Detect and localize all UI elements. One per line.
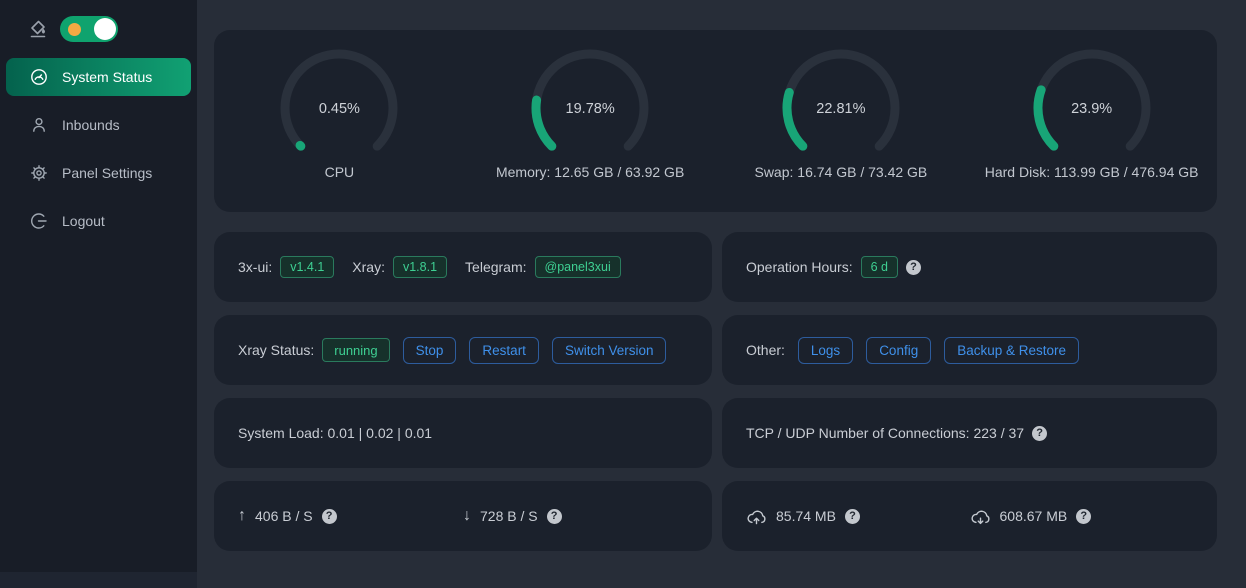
restart-button[interactable]: Restart — [469, 336, 539, 364]
sidebar: System Status Inbounds Panel Settings — [0, 0, 197, 588]
sidebar-collapse-trigger[interactable] — [0, 572, 197, 588]
telegram-label: Telegram: — [465, 259, 527, 275]
gauge-label: CPU — [324, 164, 355, 180]
operation-hours-label: Operation Hours: — [746, 259, 853, 275]
backup-restore-button[interactable]: Backup & Restore — [944, 336, 1080, 364]
logout-icon — [30, 212, 48, 230]
gauge-swap: 22.81% Swap: 16.74 GB / 73.42 GB — [716, 48, 967, 212]
sun-icon — [68, 22, 81, 36]
gauge-hard-disk: 23.9% Hard Disk: 113.99 GB / 476.94 GB — [966, 48, 1217, 212]
total-sent-value: 85.74 MB — [776, 508, 836, 524]
gauge-percent: 0.45% — [318, 101, 360, 117]
telegram-handle-tag[interactable]: @panel3xui — [534, 256, 621, 278]
theme-fill-icon — [28, 19, 48, 39]
connections-text: TCP / UDP Number of Connections: 223 / 3… — [746, 425, 1025, 441]
system-load-card: System Load: 0.01 | 0.02 | 0.01 — [214, 398, 712, 468]
gauge-percent: 19.78% — [565, 101, 615, 117]
xray-version-tag: v1.8.1 — [392, 256, 448, 278]
gauge-label: Hard Disk: 113.99 GB / 476.94 GB — [984, 164, 1199, 180]
total-received-value: 608.67 MB — [999, 508, 1068, 524]
sidebar-header — [0, 0, 197, 58]
operation-hours-tag: 6 d — [860, 256, 898, 278]
total-sent: 85.74 MB ? — [746, 508, 970, 525]
cloud-upload-icon — [746, 508, 767, 525]
operation-hours-card: Operation Hours: 6 d ? — [722, 232, 1217, 302]
resource-gauges-card: 0.45% CPU 19.78% Memory: 12.65 GB / 63.9… — [214, 30, 1217, 212]
help-icon[interactable]: ? — [546, 508, 562, 524]
arrow-down-icon: ↓ — [463, 507, 471, 524]
total-received: 608.67 MB ? — [970, 508, 1194, 525]
download-speed: ↓ 728 B / S ? — [463, 507, 688, 525]
user-icon — [30, 116, 48, 134]
panel-version-tag: v1.4.1 — [280, 256, 335, 278]
traffic-totals-card: 85.74 MB ? 608.67 MB ? — [722, 481, 1217, 551]
dark-mode-toggle[interactable] — [60, 16, 118, 42]
gauge-percent: 22.81% — [816, 101, 866, 117]
panel-version-label: 3x-ui: — [238, 259, 273, 275]
sidebar-menu: System Status Inbounds Panel Settings — [0, 58, 197, 240]
help-icon[interactable]: ? — [906, 259, 921, 275]
download-speed-value: 728 B / S — [480, 508, 538, 524]
sidebar-item-label: System Status — [62, 69, 153, 85]
sidebar-item-label: Panel Settings — [62, 165, 153, 181]
xray-status-label: Xray Status: — [238, 342, 315, 358]
gauge-label: Memory: 12.65 GB / 63.92 GB — [495, 164, 685, 180]
gauge-cpu: 0.45% CPU — [214, 48, 465, 212]
other-actions-card: Other: Logs Config Backup & Restore — [722, 315, 1217, 385]
xray-status-card: Xray Status: running Stop Restart Switch… — [214, 315, 712, 385]
cloud-download-icon — [970, 508, 991, 525]
arrow-up-icon: ↑ — [238, 507, 246, 524]
xray-version-label: Xray: — [352, 259, 385, 275]
help-icon[interactable]: ? — [321, 508, 337, 524]
sidebar-item-label: Logout — [62, 213, 105, 229]
upload-speed-value: 406 B / S — [255, 508, 313, 524]
xray-status-badge: running — [322, 338, 390, 362]
other-label: Other: — [746, 342, 785, 358]
gauge-label: Swap: 16.74 GB / 73.42 GB — [754, 164, 928, 180]
network-speed-card: ↑ 406 B / S ? ↓ 728 B / S ? — [214, 481, 712, 551]
sidebar-item-label: Inbounds — [62, 117, 120, 133]
sidebar-item-logout[interactable]: Logout — [6, 202, 191, 240]
gauge-percent: 23.9% — [1071, 101, 1113, 117]
config-button[interactable]: Config — [866, 336, 932, 364]
gauge-memory: 19.78% Memory: 12.65 GB / 63.92 GB — [465, 48, 716, 212]
main-area: 0.45% CPU 19.78% Memory: 12.65 GB / 63.9… — [197, 0, 1246, 588]
help-icon[interactable]: ? — [1032, 425, 1048, 441]
upload-speed: ↑ 406 B / S ? — [238, 507, 463, 525]
help-icon[interactable]: ? — [1076, 508, 1092, 524]
help-icon[interactable]: ? — [844, 508, 860, 524]
switch-version-button[interactable]: Switch Version — [551, 336, 667, 364]
dashboard-icon — [30, 68, 48, 86]
sidebar-item-inbounds[interactable]: Inbounds — [6, 106, 191, 144]
logs-button[interactable]: Logs — [797, 336, 854, 364]
sidebar-item-system-status[interactable]: System Status — [6, 58, 191, 96]
sidebar-item-panel-settings[interactable]: Panel Settings — [6, 154, 191, 192]
toggle-knob — [94, 18, 116, 40]
connections-card: TCP / UDP Number of Connections: 223 / 3… — [722, 398, 1217, 468]
version-info-card: 3x-ui: v1.4.1 Xray: v1.8.1 Telegram: @pa… — [214, 232, 712, 302]
system-load-text: System Load: 0.01 | 0.02 | 0.01 — [238, 425, 433, 441]
gear-icon — [30, 164, 48, 182]
stop-button[interactable]: Stop — [402, 336, 457, 364]
